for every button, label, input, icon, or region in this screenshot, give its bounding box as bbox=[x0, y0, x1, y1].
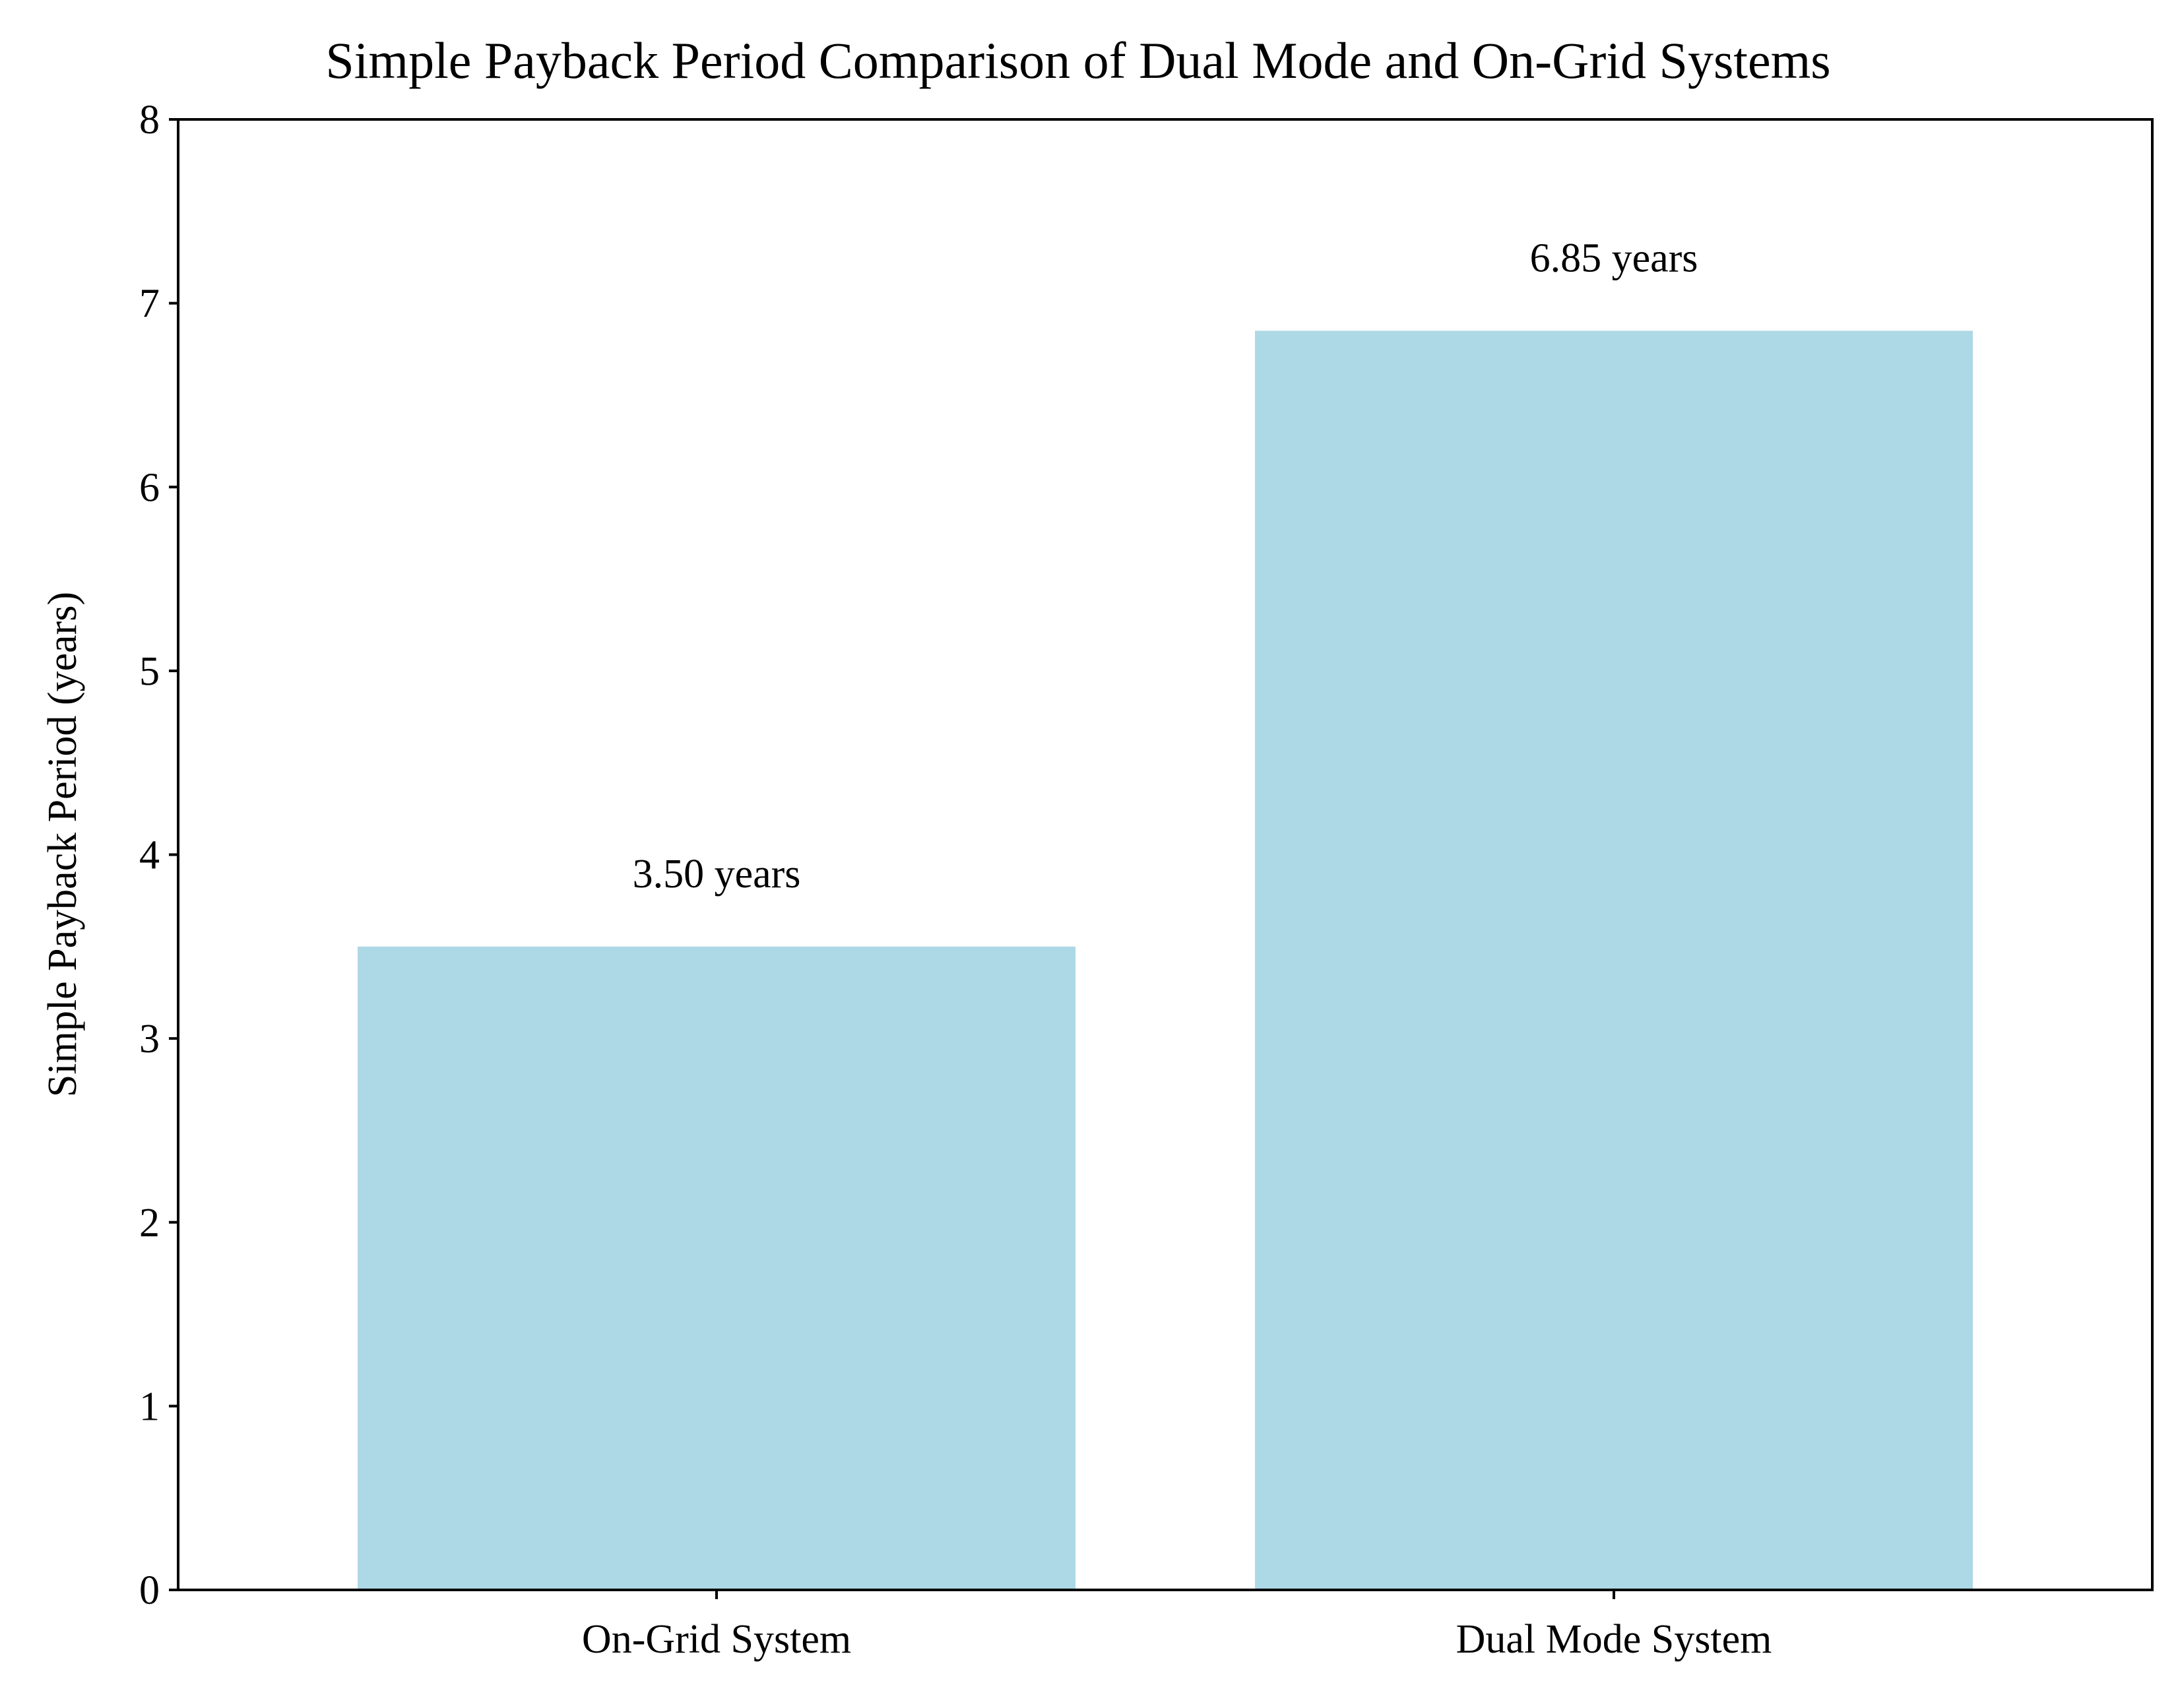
y-axis-label: Simple Payback Period (years) bbox=[40, 592, 85, 1097]
y-tick-label: 3 bbox=[139, 1017, 160, 1061]
y-tick-label: 2 bbox=[139, 1201, 160, 1246]
plot-frame bbox=[177, 118, 2154, 1591]
y-tick-label: 0 bbox=[139, 1568, 160, 1613]
bar-dual-mode-system bbox=[1255, 331, 1973, 1591]
data-label: 6.85 years bbox=[1530, 236, 1698, 280]
y-tick-label: 5 bbox=[139, 649, 160, 694]
bars-layer bbox=[358, 331, 1973, 1591]
y-tick-label: 7 bbox=[139, 282, 160, 327]
chart-title: Simple Payback Period Comparison of Dual… bbox=[325, 32, 1830, 89]
labels-layer: 3.50 years On-Grid System 6.85 years Dual M… bbox=[139, 98, 1772, 1662]
data-label: 3.50 years bbox=[633, 852, 801, 897]
y-tick-label: 1 bbox=[139, 1384, 160, 1429]
y-tick-label: 4 bbox=[139, 833, 160, 878]
bar-on-grid-system bbox=[358, 946, 1075, 1590]
x-tick-label: Dual Mode System bbox=[1456, 1617, 1772, 1662]
y-tick-label: 6 bbox=[139, 465, 160, 510]
ticks-layer bbox=[169, 118, 1615, 1599]
x-tick-label: On-Grid System bbox=[582, 1617, 851, 1662]
y-tick-label: 8 bbox=[139, 98, 160, 142]
